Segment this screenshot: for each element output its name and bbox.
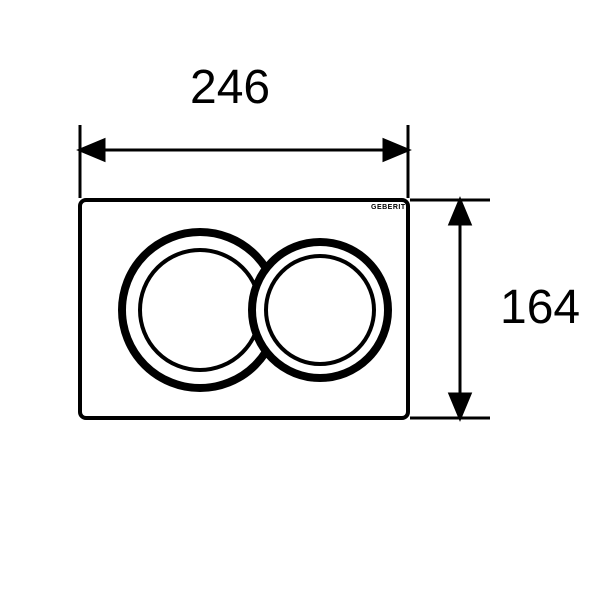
right-button-outer [252, 242, 388, 378]
dim-width-label: 246 [190, 60, 270, 115]
dim-height-label: 164 [500, 280, 580, 335]
brand-label: GEBERIT [371, 204, 406, 211]
right-button-inner [266, 256, 374, 364]
dim-width-group [80, 125, 408, 198]
plate-rect [80, 200, 408, 418]
dim-height-group [410, 200, 490, 418]
left-button-inner [140, 250, 260, 370]
technical-drawing: 246 164 GEBERIT [0, 0, 600, 600]
